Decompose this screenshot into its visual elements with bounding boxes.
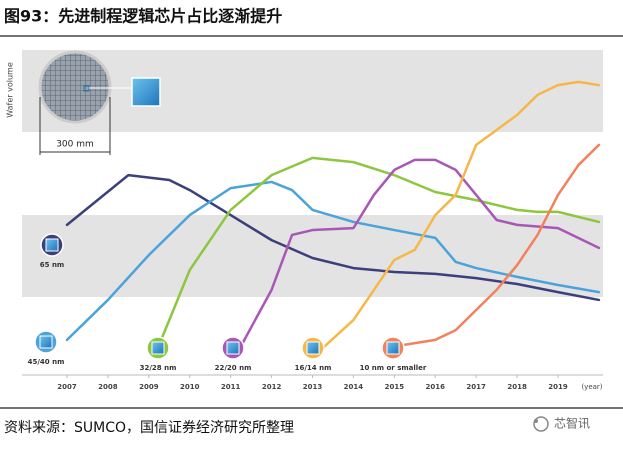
legend-chip <box>39 335 53 349</box>
watermark-icon <box>533 416 549 432</box>
legend-item: 22/20 nm <box>215 336 252 372</box>
legend-label: 22/20 nm <box>215 364 252 372</box>
x-tick-label: 2019 <box>548 383 568 391</box>
band <box>22 50 603 132</box>
annotation: 300 mm <box>56 140 94 150</box>
legend-item: 65 nm <box>40 233 64 269</box>
x-tick-label: 2017 <box>466 383 486 391</box>
x-tick-label: 2008 <box>98 383 118 391</box>
legend-label: 45/40 nm <box>28 358 65 366</box>
legend-label: 65 nm <box>40 261 64 269</box>
x-tick-label: 2016 <box>426 383 446 391</box>
wafer <box>38 50 161 155</box>
series-line <box>65 180 601 342</box>
chart-title: 图93：先进制程逻辑芯片占比逐渐提升 <box>4 7 282 26</box>
x-tick-label: 2013 <box>303 383 323 391</box>
series-line <box>65 173 601 302</box>
watermark: 芯智讯 <box>554 416 590 431</box>
x-tick-label: 2007 <box>57 383 77 391</box>
x-tick-label: 2010 <box>180 383 200 391</box>
legend-label: 16/14 nm <box>295 364 332 372</box>
x-tick-label: 2015 <box>385 383 405 391</box>
y-axis-label: Wafer volume <box>6 62 15 118</box>
legend-chip <box>45 238 59 252</box>
legend-item: 10 nm or smaller <box>360 336 427 372</box>
x-tick-label: 2014 <box>344 383 364 391</box>
legend-label: 10 nm or smaller <box>360 364 427 372</box>
series-line <box>237 158 601 352</box>
x-axis-label: (year) <box>581 383 602 391</box>
legend-chip <box>306 341 320 355</box>
series-line <box>401 143 601 347</box>
legend-chip <box>386 341 400 355</box>
legend-item: 45/40 nm <box>28 330 65 366</box>
x-tick-label: 2012 <box>262 383 282 391</box>
series-line <box>155 156 601 352</box>
series-line <box>319 80 601 352</box>
legend-label: 32/28 nm <box>140 364 177 372</box>
x-tick-label: 2011 <box>221 383 241 391</box>
source: 资料来源：SUMCO，国信证券经济研究所整理 <box>4 420 294 436</box>
x-tick-label: 2009 <box>139 383 159 391</box>
legend-item: 32/28 nm <box>140 336 177 372</box>
x-tick-label: 2018 <box>507 383 527 391</box>
legend-chip <box>151 341 165 355</box>
legend-item: 16/14 nm <box>295 336 332 372</box>
legend-chip <box>226 341 240 355</box>
